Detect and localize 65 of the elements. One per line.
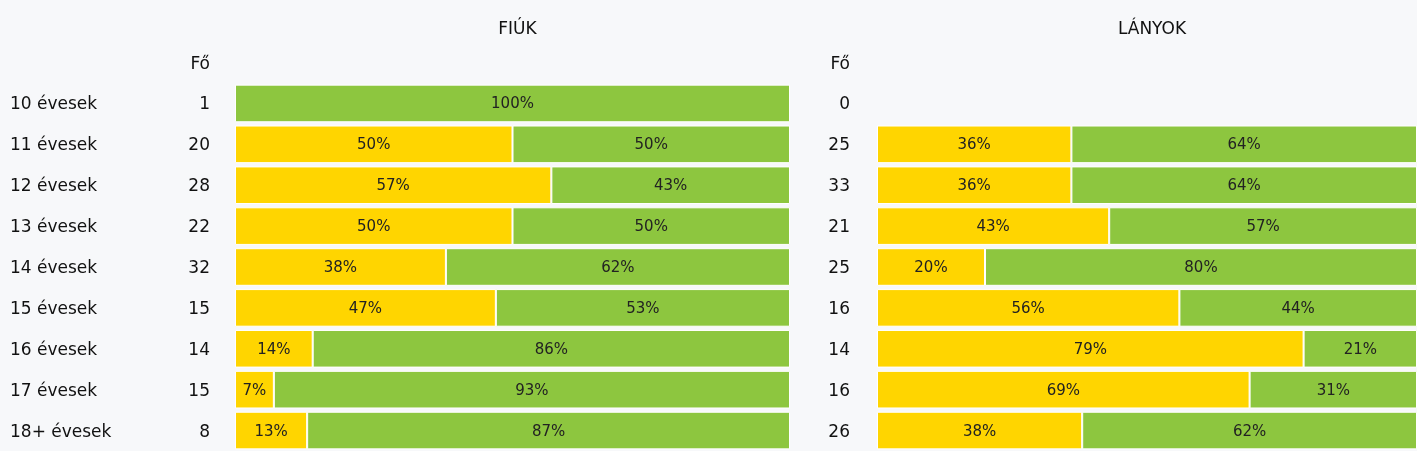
data-label: 31% <box>1316 380 1350 399</box>
data-label: 47% <box>348 298 383 317</box>
data-label: 43% <box>654 176 688 195</box>
data-label: 87% <box>531 421 566 440</box>
data-label: 50% <box>634 217 668 236</box>
text: 32 <box>188 257 210 277</box>
data-label: 64% <box>1227 176 1261 195</box>
y-tick-label: 10 évesek <box>10 93 98 114</box>
data-label: 100% <box>491 94 534 113</box>
chart-title: FIÚK <box>498 16 538 38</box>
y-tick-label: 12 évesek <box>10 175 98 196</box>
data-label: 43% <box>976 217 1010 236</box>
data-label: 50% <box>634 135 668 154</box>
y-axis-title: Fő <box>190 52 210 73</box>
data-label: 69% <box>1046 380 1080 399</box>
text: 25 <box>828 134 850 155</box>
data-label: 38% <box>962 421 997 440</box>
text: 0 <box>839 93 850 114</box>
y-tick-label: 16 évesek <box>10 338 98 359</box>
text: 15 <box>188 379 210 400</box>
data-label: 79% <box>1073 339 1107 358</box>
data-label: 13% <box>254 421 288 440</box>
data-label: 57% <box>1246 217 1280 236</box>
data-label: 44% <box>1281 298 1315 317</box>
data-label: 62% <box>1232 421 1267 440</box>
text: 33 <box>828 175 850 196</box>
chart-title: LÁNYOK <box>1117 16 1187 38</box>
data-label: 14% <box>257 339 291 358</box>
data-label: 53% <box>626 298 660 317</box>
data-label: 50% <box>357 135 391 154</box>
text: 15 <box>188 297 210 318</box>
y-tick-label: 14 évesek <box>10 257 98 277</box>
text: 16 <box>828 379 850 400</box>
data-label: 62% <box>601 258 635 276</box>
y-tick-label: 17 évesek <box>10 379 98 400</box>
y-tick-label: 18+ évesek <box>10 420 112 441</box>
y-tick-label: 15 évesek <box>10 297 98 318</box>
text: 22 <box>188 216 210 237</box>
text: 20 <box>188 134 210 155</box>
text: 8 <box>199 420 210 441</box>
data-label: 80% <box>1184 258 1218 276</box>
data-label: 64% <box>1227 135 1261 154</box>
data-label: 36% <box>957 135 991 154</box>
text: 25 <box>828 257 850 277</box>
text: 26 <box>828 420 850 441</box>
text: 1 <box>199 93 210 114</box>
data-label: 38% <box>323 258 358 276</box>
data-label: 50% <box>357 217 391 236</box>
y-axis-title: Fő <box>830 52 850 73</box>
data-label: 57% <box>376 176 410 195</box>
text: 14 <box>188 338 210 359</box>
data-label: 36% <box>957 176 991 195</box>
y-tick-label: 11 évesek <box>10 134 98 155</box>
data-label: 20% <box>914 258 948 276</box>
text: 21 <box>828 216 850 237</box>
data-label: 7% <box>242 380 267 399</box>
text: 14 <box>828 338 850 359</box>
bar <box>235 84 790 123</box>
data-label: 86% <box>534 339 569 358</box>
y-tick-label: 13 évesek <box>10 216 98 237</box>
data-label: 21% <box>1343 339 1377 358</box>
data-label: 56% <box>1011 298 1045 317</box>
data-label: 93% <box>515 380 549 399</box>
text: 16 <box>828 297 850 318</box>
text: 28 <box>188 175 210 196</box>
